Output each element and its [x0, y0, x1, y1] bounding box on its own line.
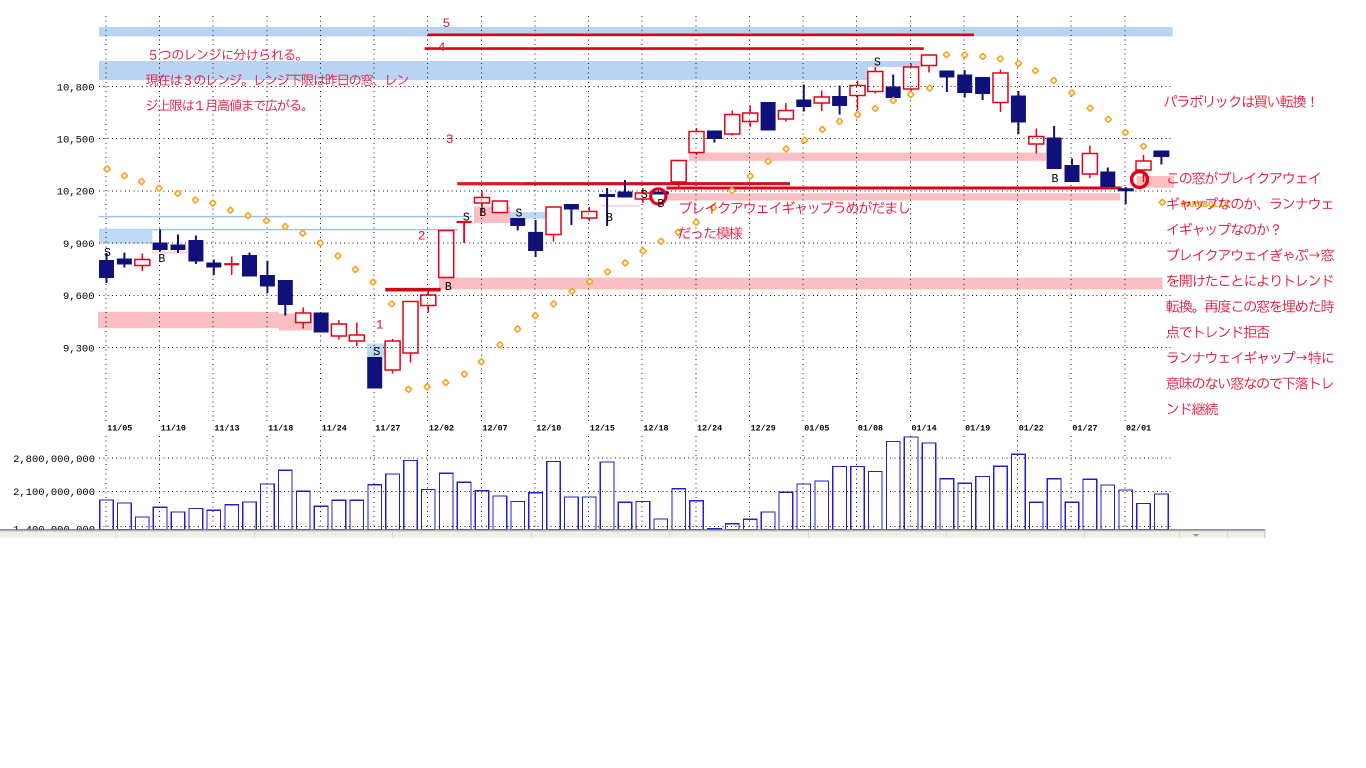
svg-text:S: S [463, 211, 470, 224]
svg-text:12/29: 12/29 [751, 424, 776, 434]
svg-text:9,300: 9,300 [63, 343, 95, 355]
svg-text:5: 5 [443, 16, 451, 31]
svg-text:9,600: 9,600 [63, 291, 95, 303]
svg-text:11/13: 11/13 [214, 424, 239, 434]
svg-text:10,800: 10,800 [57, 82, 95, 94]
svg-text:12/18: 12/18 [643, 424, 668, 434]
svg-text:02/01: 02/01 [1126, 424, 1151, 434]
svg-text:B: B [1052, 173, 1059, 186]
svg-text:B: B [445, 281, 452, 294]
svg-text:S: S [874, 57, 881, 70]
svg-text:B: B [158, 253, 165, 266]
svg-text:10,200: 10,200 [57, 187, 95, 199]
svg-text:12/10: 12/10 [536, 424, 561, 434]
svg-text:4: 4 [438, 40, 446, 55]
svg-text:01/14: 01/14 [912, 424, 937, 434]
svg-text:S: S [641, 189, 648, 202]
svg-text:12/02: 12/02 [429, 424, 454, 434]
svg-text:12/07: 12/07 [483, 424, 508, 434]
svg-text:9,900: 9,900 [63, 239, 95, 251]
svg-text:2,100,000,000: 2,100,000,000 [13, 487, 95, 499]
svg-text:01/19: 01/19 [965, 424, 990, 434]
svg-text:B: B [657, 198, 664, 211]
svg-text:11/24: 11/24 [322, 424, 347, 434]
svg-text:PARABOLIC: PARABOLIC [1181, 200, 1230, 210]
svg-text:11/18: 11/18 [268, 424, 293, 434]
svg-text:2,800,000,000: 2,800,000,000 [13, 454, 95, 466]
svg-text:12/15: 12/15 [590, 424, 615, 434]
svg-text:01/05: 01/05 [804, 424, 829, 434]
svg-text:11/05: 11/05 [107, 424, 132, 434]
svg-text:S: S [373, 346, 380, 359]
svg-text:11/27: 11/27 [375, 424, 400, 434]
svg-text:01/27: 01/27 [1072, 424, 1097, 434]
svg-text:10,500: 10,500 [57, 135, 95, 147]
svg-text:1: 1 [376, 318, 384, 333]
svg-text:01/22: 01/22 [1019, 424, 1044, 434]
svg-text:12/24: 12/24 [697, 424, 722, 434]
svg-text:S: S [516, 208, 523, 221]
svg-text:2: 2 [418, 229, 426, 244]
svg-text:B: B [479, 207, 486, 220]
svg-text:11/10: 11/10 [161, 424, 186, 434]
svg-text:3: 3 [446, 132, 454, 147]
svg-text:01/08: 01/08 [858, 424, 883, 434]
svg-text:B: B [606, 212, 613, 225]
svg-text:S: S [104, 247, 111, 260]
